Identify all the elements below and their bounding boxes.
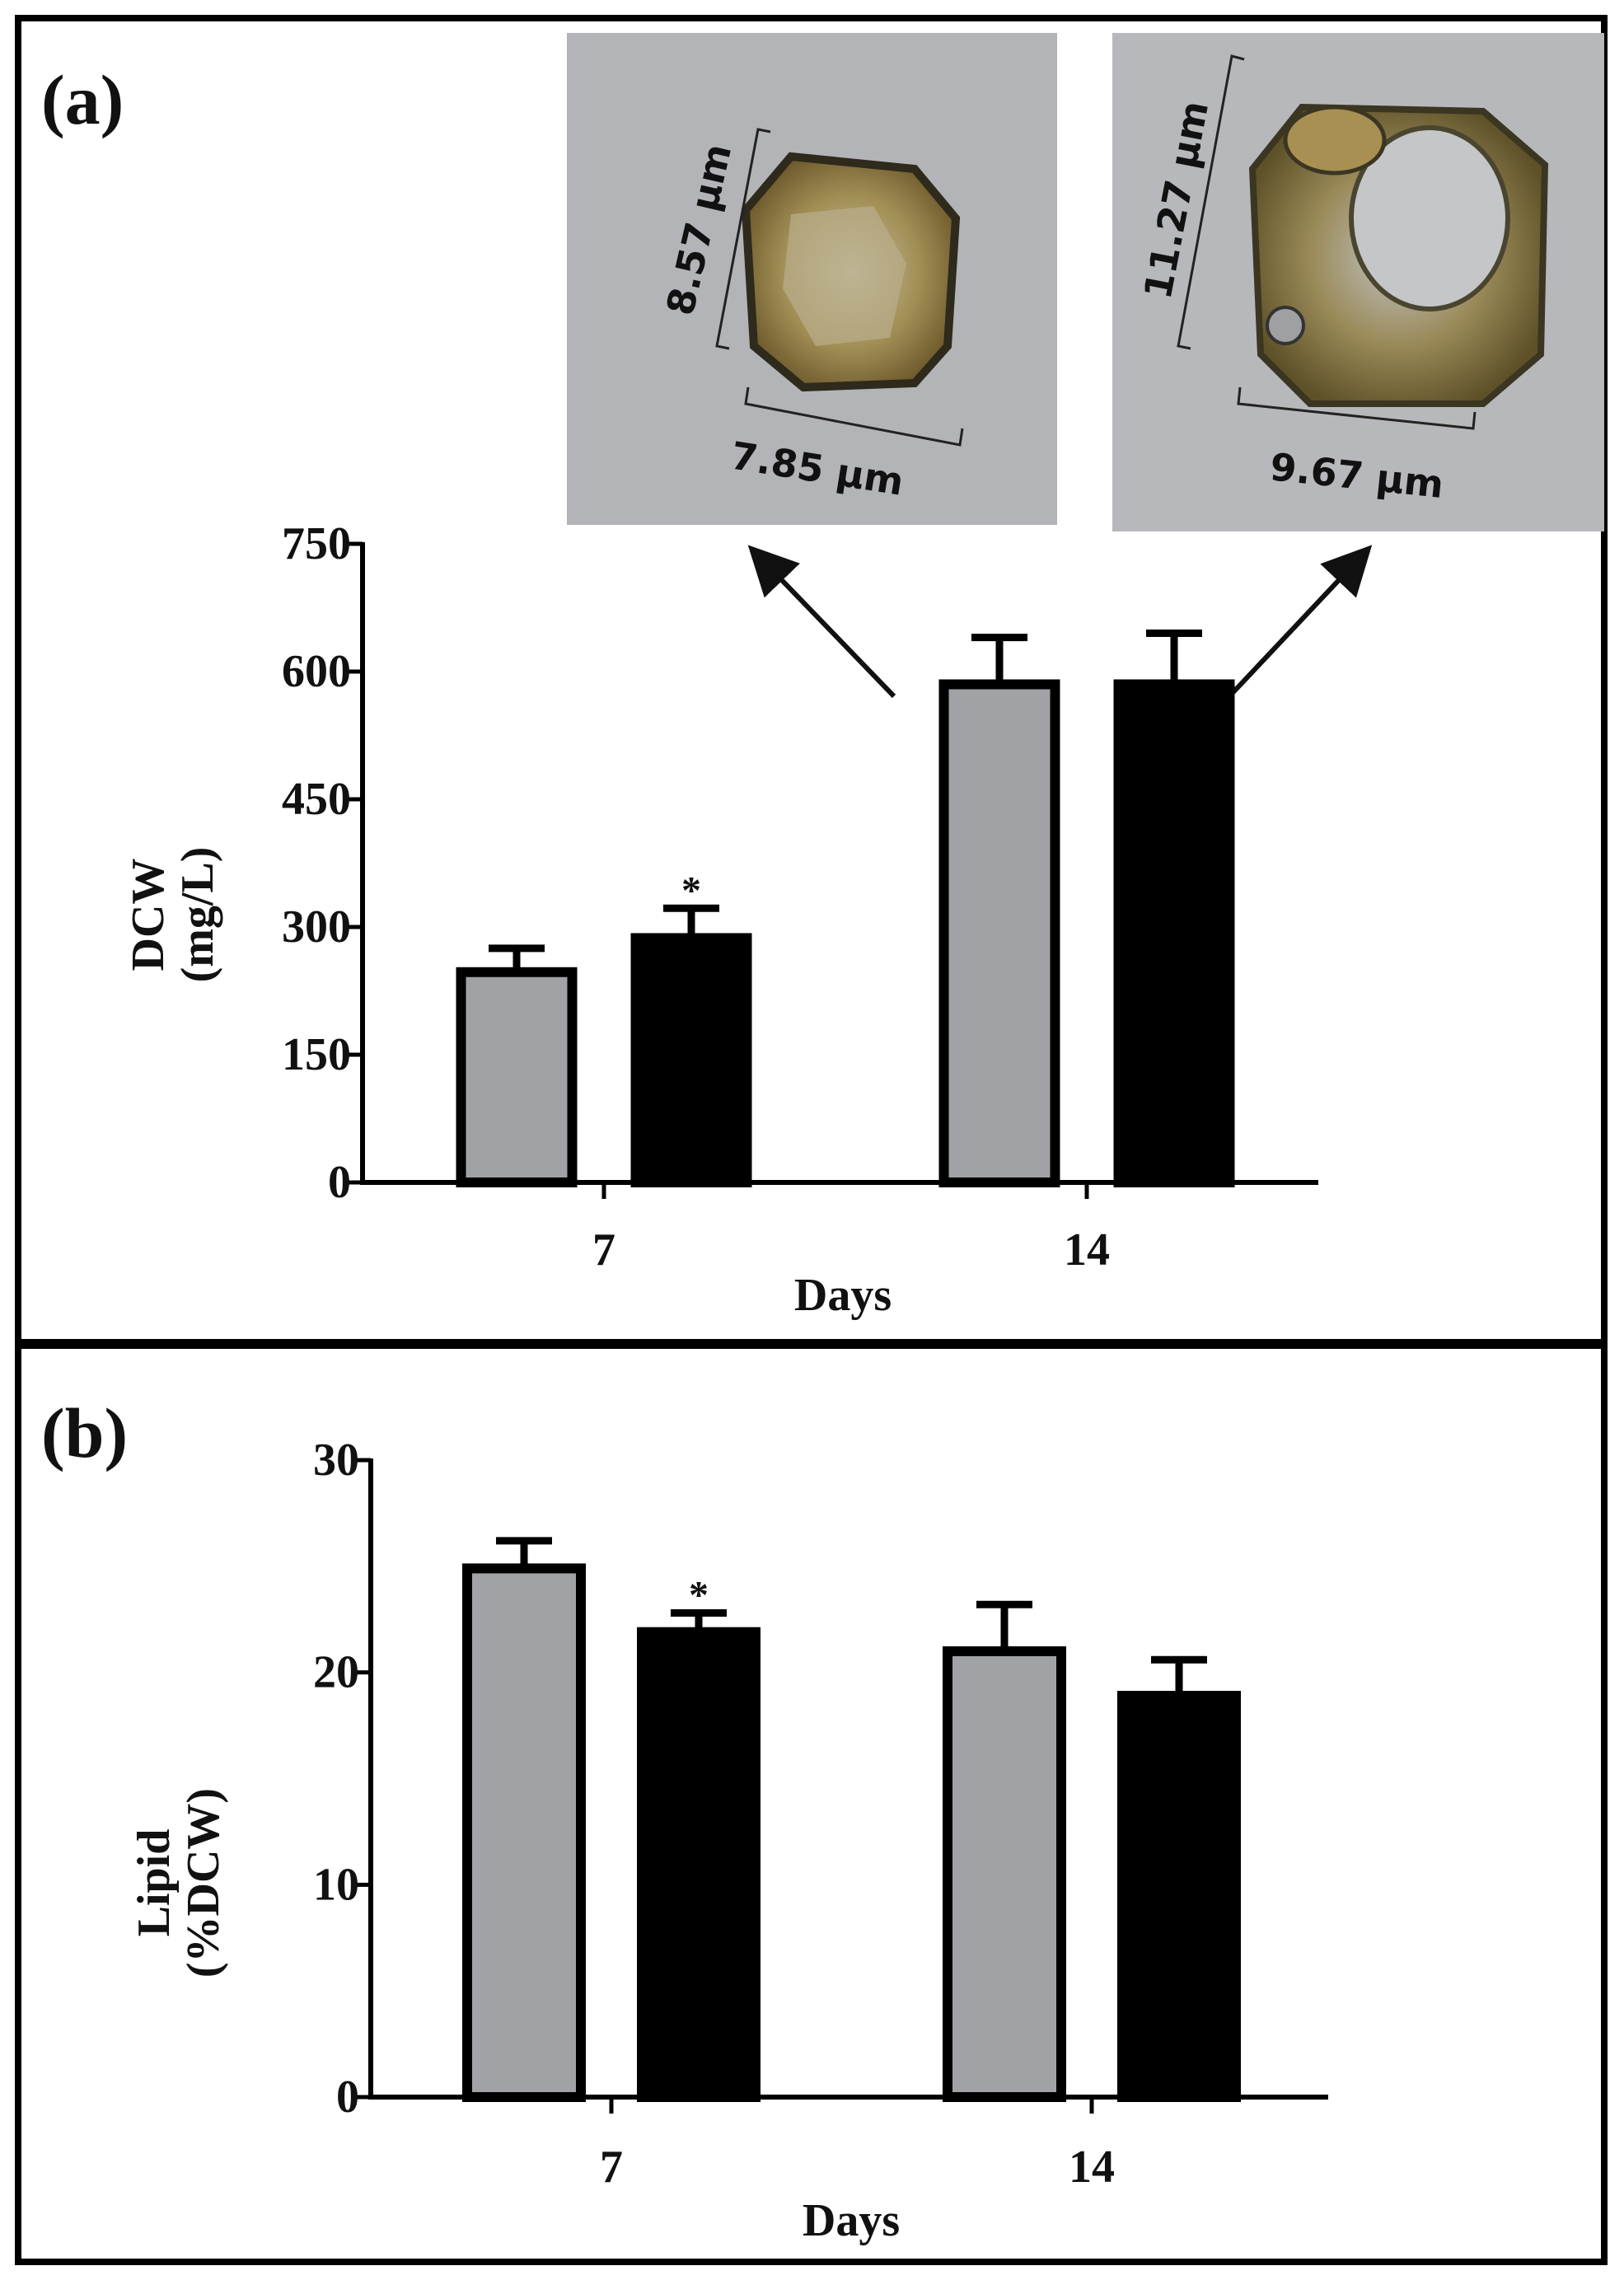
chart-a-yticks: 0 150 300 450 600 750 [282,518,363,1208]
arrow-to-right-micrograph [1229,545,1373,697]
chart-a: * 0 150 300 450 600 750 7 14 Days DCW (mg/L) [123,518,1318,1321]
panel-label-b: (b) [41,1393,128,1472]
y-tick-label-20: 20 [313,1647,359,1698]
chart-b-xlabel: Days [803,2195,900,2246]
cell-micrograph-day14-control-icon [741,152,961,392]
height-bracket-left [715,128,771,350]
chart-a-axes [360,542,1318,1199]
chart-a-xtick-14: 14 [1064,1224,1110,1276]
chart-b: * 0 10 20 30 7 14 Days Lipid (%DCW) [129,1435,1328,2246]
bar-treated-day-7 [630,933,752,1188]
chart-a-bars: * [456,630,1235,1188]
error-bar-control-day-14 [976,1600,1032,1651]
panel-label-a: (a) [41,60,124,139]
width-bracket-right [1237,386,1477,430]
arrow-to-left-micrograph [747,545,896,699]
bar-treated-day-14 [1113,679,1235,1187]
y-tick-label-300: 300 [282,901,351,953]
height-bracket-right [1177,54,1245,350]
y-tick-label-10: 10 [313,1859,359,1910]
y-tick-label-0: 0 [336,2072,359,2123]
panel-b-frame [15,1342,1608,2265]
chart-b-xtick-14: 14 [1069,2142,1115,2193]
chart-b-xtick-7: 7 [600,2142,623,2193]
significance-marker-day-7: * [681,868,701,912]
bar-control-day-14 [938,679,1060,1187]
y-tick-label-450: 450 [282,774,351,825]
micrograph-right: 11.27 μm 9.67 μm [1112,33,1604,531]
bar-control-day-7 [456,967,578,1188]
bar-control-day-14 [943,1646,1066,2102]
chart-b-bars: * [462,1537,1241,2103]
y-tick-label-600: 600 [282,646,351,697]
error-bar-control-day-14 [971,634,1027,685]
bar-control-day-7 [462,1563,586,2103]
micrograph-left: 8.57 μm 7.85 μm [567,33,1057,525]
y-tick-label-750: 750 [282,518,351,569]
significance-marker-day-7: * [689,1574,709,1618]
width-bracket-left [744,386,964,447]
error-bar-treated-day-14 [1151,1655,1207,1697]
error-bar-treated-day-7 [663,904,719,939]
bar-treated-day-14 [1117,1691,1241,2102]
cell-micrograph-day14-treated-icon [1248,103,1549,407]
chart-b-ylabel-line1: Lipid [129,1829,180,1937]
error-bar-treated-day-14 [1146,630,1202,685]
chart-a-xtick-7: 7 [592,1224,615,1276]
chart-a-xlabel: Days [794,1270,892,1321]
chart-a-ylabel-line1: DCW [123,859,174,971]
chart-b-axes [368,1458,1328,2114]
chart-b-ylabel-line2: (%DCW) [178,1788,229,1978]
y-tick-label-0: 0 [328,1157,351,1208]
y-tick-label-30: 30 [313,1435,359,1486]
y-tick-label-150: 150 [282,1029,351,1080]
bar-treated-day-7 [637,1627,761,2102]
chart-b-yticks: 0 10 20 30 [313,1435,371,2123]
chart-a-ylabel-line2: (mg/L) [172,847,223,983]
